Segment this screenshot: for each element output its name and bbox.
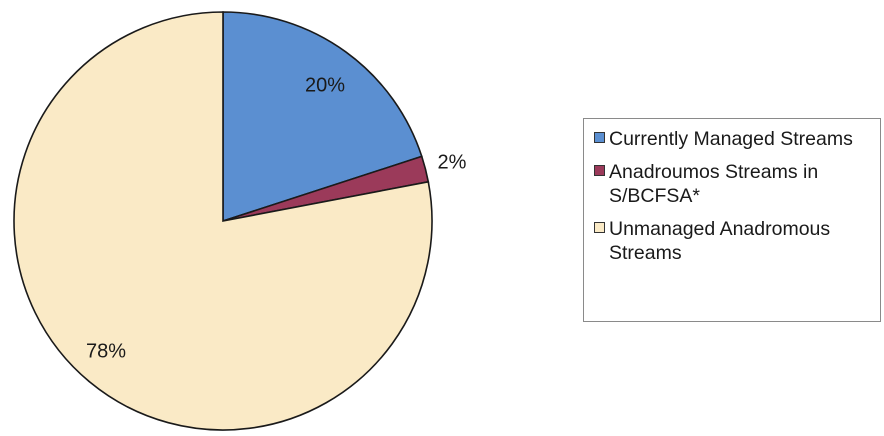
label-currently-managed: 20%	[305, 74, 345, 96]
pie-labels: 20% 2% 78%	[86, 74, 467, 362]
legend-label-unmanaged: Unmanaged Anadromous Streams	[609, 218, 831, 264]
label-anadroumos: 2%	[438, 151, 467, 173]
legend-swatch-unmanaged	[594, 222, 605, 233]
legend-item-currently-managed: Currently Managed Streams	[594, 127, 872, 151]
legend-label-anadroumos: Anadroumos Streams in S/BCFSA*	[609, 161, 819, 207]
pie-slices	[13, 11, 433, 431]
legend-swatch-currently-managed	[594, 132, 605, 143]
legend-label-currently-managed: Currently Managed Streams	[609, 128, 853, 150]
label-unmanaged: 78%	[86, 340, 126, 362]
slice-currently-managed	[222, 11, 423, 223]
legend-swatch-anadroumos	[594, 165, 605, 176]
legend-item-anadroumos: Anadroumos Streams in S/BCFSA*	[594, 160, 872, 208]
legend-item-unmanaged: Unmanaged Anadromous Streams	[594, 217, 872, 265]
legend: Currently Managed Streams Anadroumos Str…	[583, 118, 881, 322]
slice-unmanaged	[13, 11, 433, 431]
